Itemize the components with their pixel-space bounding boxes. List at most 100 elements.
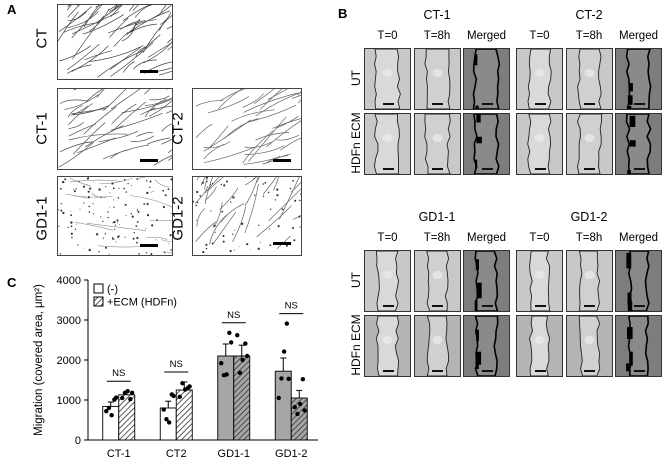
cell-speck <box>169 234 172 237</box>
fiber-strand <box>67 11 87 21</box>
fiber-strand <box>194 186 209 204</box>
fiber-strand <box>248 104 297 123</box>
data-point <box>240 357 245 363</box>
legend-label: +ECM (HDFn) <box>107 297 177 309</box>
cell-speck <box>112 187 115 190</box>
fiber-strand <box>146 236 168 240</box>
x-tick-label: GD1-1 <box>218 448 250 460</box>
fiber-strand <box>195 123 213 138</box>
cell-speck <box>102 237 104 239</box>
micrograph-ct1 <box>57 88 173 170</box>
data-point <box>180 381 185 386</box>
wound-outline <box>576 49 602 109</box>
fiber-strand <box>72 15 105 60</box>
cell-speck <box>238 246 240 247</box>
cell-speck <box>116 219 119 222</box>
fiber-strand <box>122 5 151 22</box>
cell-speck <box>70 211 72 212</box>
cell-speck <box>269 228 271 230</box>
cell-speck <box>114 228 116 231</box>
fiber-strand <box>136 131 153 137</box>
fiber-strand <box>83 106 117 135</box>
wound-outline <box>423 114 451 174</box>
legend-swatch <box>93 296 104 307</box>
cell-speck <box>249 249 251 251</box>
fiber-strand <box>266 120 301 148</box>
fiber-strand <box>72 122 106 155</box>
cell-speck <box>205 243 208 246</box>
scale-bar <box>584 168 595 170</box>
cell-speck <box>232 233 234 235</box>
panel-b-group-title: CT-2 <box>575 8 603 22</box>
fiber-strand <box>255 132 290 141</box>
fiber-strand <box>111 103 137 125</box>
fiber-strand <box>59 99 89 104</box>
fiber-strand <box>82 14 125 35</box>
bar <box>217 355 235 441</box>
fiber-strand <box>218 89 243 109</box>
fiber-strand <box>144 89 151 95</box>
scale-bar <box>534 370 546 372</box>
cell-speck <box>109 192 111 194</box>
fiber-strand <box>232 206 246 242</box>
scale-bar <box>481 305 493 307</box>
legend-swatch <box>93 283 104 294</box>
wound-outline <box>374 114 400 174</box>
cell-speck <box>205 247 208 250</box>
cell-speck <box>117 197 120 199</box>
wound-outline <box>425 251 449 311</box>
cell-speck <box>146 214 150 217</box>
fiber-strand <box>204 177 213 205</box>
x-tick-label: GD1-2 <box>275 448 307 460</box>
cell-speck <box>114 224 116 226</box>
panel-b-letter: B <box>338 6 348 21</box>
data-point <box>120 395 125 401</box>
significance-label: NS <box>170 359 183 370</box>
fiber-strand <box>91 192 107 198</box>
cell-speck <box>113 220 116 224</box>
panel-b-column-title: Merged <box>619 232 658 244</box>
panel-c-letter: C <box>7 275 17 290</box>
fiber-strand <box>68 123 97 137</box>
fiber-strand <box>71 45 109 72</box>
cell-speck <box>292 180 294 182</box>
merged-wound-image <box>615 113 662 175</box>
cell-speck <box>87 196 90 199</box>
data-point <box>297 401 303 407</box>
cell-speck <box>92 181 94 183</box>
cell-speck <box>73 189 75 191</box>
cell-speck <box>264 182 267 184</box>
data-point <box>228 340 234 345</box>
scale-bar-ct2 <box>273 159 291 162</box>
cell-speck <box>100 216 102 218</box>
cell-speck <box>196 190 199 194</box>
fiber-strand <box>162 251 172 254</box>
fiber-strand <box>204 177 220 194</box>
cell-speck <box>59 187 62 190</box>
fiber-strand <box>160 5 167 13</box>
fiber-strand <box>292 215 301 220</box>
fiber-strand <box>248 116 287 162</box>
data-point <box>161 407 166 412</box>
micrograph-ct-texture <box>58 5 172 78</box>
fiber-strand <box>69 179 122 183</box>
panel-b-column-title: T=0 <box>377 232 398 244</box>
panel-b-column-title: T=8h <box>575 30 603 42</box>
fiber-strand <box>299 225 301 229</box>
scale-bar <box>382 305 394 307</box>
cell-speck <box>300 193 301 195</box>
scale-bar <box>481 370 493 372</box>
fiber-strand <box>64 94 99 110</box>
cell-speck <box>102 220 104 223</box>
cell-speck <box>254 194 256 196</box>
cell-speck <box>137 210 140 213</box>
cell-speck <box>138 253 140 255</box>
panel-b-group-title: GD1-1 <box>418 210 456 224</box>
fiber-strand <box>256 205 292 238</box>
fiber-strand <box>196 208 206 227</box>
data-point <box>286 376 291 381</box>
data-point <box>187 384 192 389</box>
cell-speck <box>111 182 114 185</box>
cell-speck <box>88 211 91 213</box>
fiber-strand <box>109 44 144 70</box>
